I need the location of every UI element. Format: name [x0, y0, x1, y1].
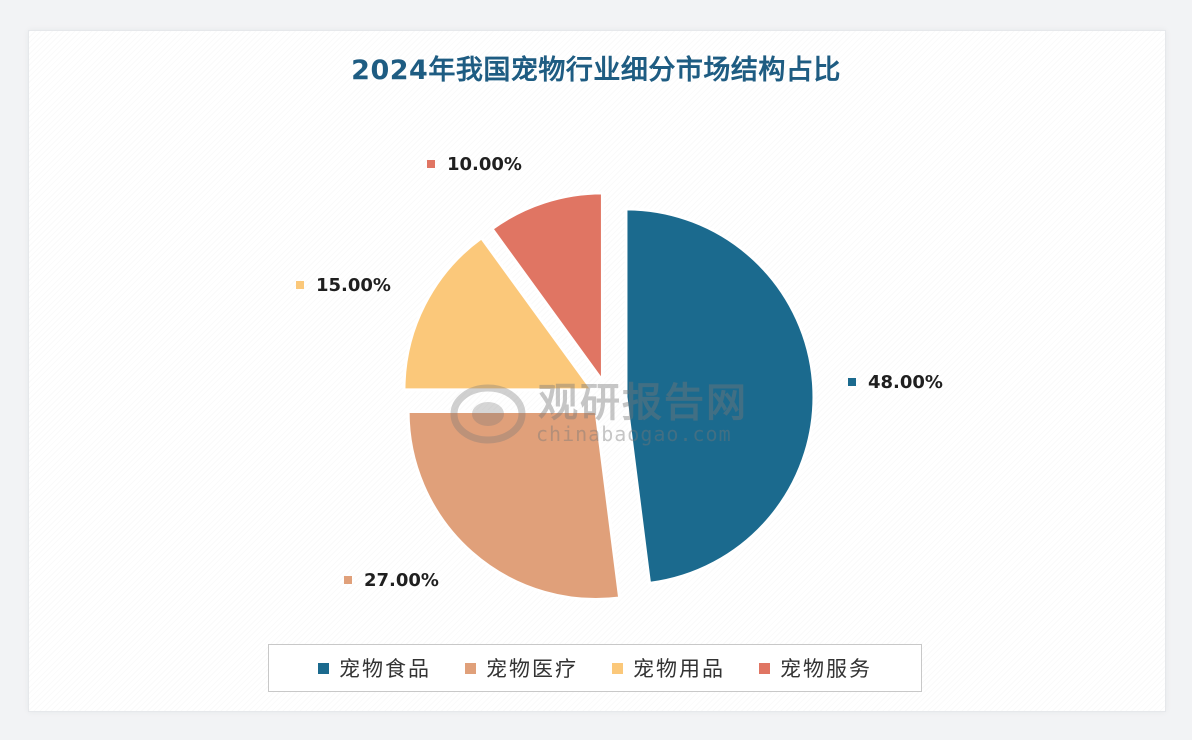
legend-item-service: 宠物服务	[759, 653, 872, 683]
data-label-swatch-service	[427, 160, 435, 168]
chart-title: 2024年我国宠物行业细分市场结构占比	[351, 55, 841, 86]
legend-swatch-service	[759, 662, 770, 674]
legend-label-supplies: 宠物用品	[633, 657, 725, 681]
data-label-swatch-food	[848, 378, 856, 386]
legend-label-medical: 宠物医疗	[486, 657, 578, 681]
legend: 宠物食品 宠物医疗 宠物用品 宠物服务	[268, 644, 922, 692]
data-label-swatch-medical	[344, 576, 352, 584]
data-label-service: 10.00%	[447, 154, 522, 175]
data-label-food: 48.00%	[868, 372, 943, 393]
legend-label-food: 宠物食品	[339, 657, 431, 681]
pie-slice-service	[489, 191, 604, 386]
legend-item-supplies: 宠物用品	[612, 653, 725, 683]
legend-item-medical: 宠物医疗	[465, 653, 578, 683]
legend-item-food: 宠物食品	[318, 653, 431, 683]
legend-swatch-supplies	[612, 662, 623, 674]
data-label-swatch-supplies	[296, 281, 304, 289]
pie-slice-supplies	[402, 235, 595, 392]
data-label-supplies: 15.00%	[316, 275, 391, 296]
pie-slice-food	[624, 207, 816, 586]
legend-swatch-medical	[465, 662, 476, 674]
legend-swatch-food	[318, 662, 329, 674]
pie-slice-medical	[406, 410, 622, 602]
data-label-medical: 27.00%	[364, 570, 439, 591]
legend-label-service: 宠物服务	[780, 657, 872, 681]
